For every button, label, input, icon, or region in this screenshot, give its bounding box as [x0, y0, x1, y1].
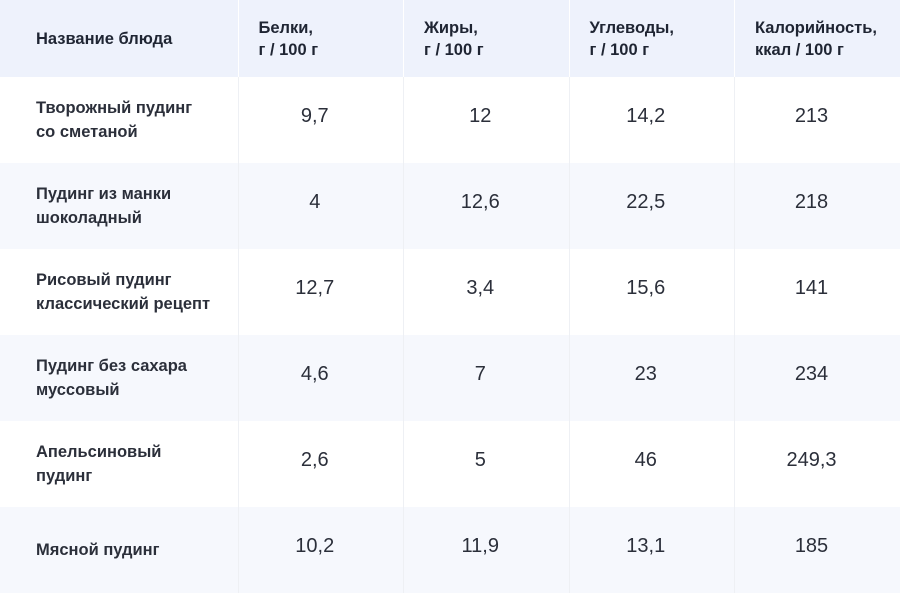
header-fat-unit: г / 100 г: [424, 41, 484, 59]
protein-value: 12,7: [295, 277, 334, 300]
table-row: Пудинг из манки шоколадный 4 12,6 22,5 2…: [0, 163, 900, 249]
header-carbs: Углеводы, г / 100 г: [569, 0, 735, 77]
calories-cell: 185: [735, 507, 900, 593]
fat-cell: 7: [404, 335, 570, 421]
fat-cell: 12,6: [404, 163, 570, 249]
header-carbs-label: Углеводы,: [590, 19, 674, 37]
fat-value: 12: [469, 105, 491, 128]
calories-value: 185: [795, 535, 828, 558]
calories-value: 213: [795, 105, 828, 128]
dish-name-cell: Пудинг без сахара муссовый: [0, 335, 238, 421]
carbs-value: 22,5: [626, 191, 665, 214]
table-row: Апельсиновый пудинг 2,6 5 46 249,3: [0, 421, 900, 507]
fat-value: 5: [475, 449, 486, 472]
dish-name-cell: Пудинг из манки шоколадный: [0, 163, 238, 249]
protein-value: 4: [309, 191, 320, 214]
table-header: Название блюда Белки, г / 100 г Жиры, г …: [0, 0, 900, 77]
calories-value: 218: [795, 191, 828, 214]
header-protein-label: Белки,: [259, 19, 314, 37]
carbs-value: 14,2: [626, 105, 665, 128]
header-calories: Калорийность, ккал / 100 г: [735, 0, 900, 77]
protein-value: 2,6: [301, 449, 329, 472]
protein-value: 4,6: [301, 363, 329, 386]
carbs-cell: 23: [569, 335, 735, 421]
calories-cell: 234: [735, 335, 900, 421]
carbs-cell: 14,2: [569, 77, 735, 163]
fat-cell: 12: [404, 77, 570, 163]
header-fat: Жиры, г / 100 г: [404, 0, 570, 77]
protein-value: 9,7: [301, 105, 329, 128]
fat-value: 12,6: [461, 191, 500, 214]
dish-name-cell: Апельсиновый пудинг: [0, 421, 238, 507]
dish-name-cont: пудинг: [36, 467, 92, 485]
fat-value: 11,9: [462, 535, 499, 558]
dish-name-cell: Мясной пудинг: [0, 507, 238, 593]
protein-cell: 4: [238, 163, 404, 249]
carbs-value: 13,1: [626, 535, 665, 558]
carbs-cell: 13,1: [569, 507, 735, 593]
carbs-value: 23: [635, 363, 657, 386]
dish-name-cont: со сметаной: [36, 123, 138, 141]
table-row: Рисовый пудинг классический рецепт 12,7 …: [0, 249, 900, 335]
protein-cell: 12,7: [238, 249, 404, 335]
calories-value: 234: [795, 363, 828, 386]
fat-cell: 3,4: [404, 249, 570, 335]
dish-name-cont: классический рецепт: [36, 295, 210, 313]
fat-value: 3,4: [466, 277, 494, 300]
header-row: Название блюда Белки, г / 100 г Жиры, г …: [0, 0, 900, 77]
dish-name-cont: муссовый: [36, 381, 120, 399]
protein-value: 10,2: [295, 535, 334, 558]
dish-name: Пудинг без сахара: [36, 357, 187, 375]
calories-cell: 141: [735, 249, 900, 335]
header-carbs-unit: г / 100 г: [590, 41, 650, 59]
dish-name: Рисовый пудинг: [36, 271, 172, 289]
dish-name: Творожный пудинг: [36, 99, 192, 117]
protein-cell: 10,2: [238, 507, 404, 593]
dish-name-cont: шоколадный: [36, 209, 142, 227]
dish-name: Мясной пудинг: [36, 541, 160, 559]
table-row: Мясной пудинг 10,2 11,9 13,1 185: [0, 507, 900, 593]
header-calories-label: Калорийность,: [755, 19, 877, 37]
protein-cell: 2,6: [238, 421, 404, 507]
header-dish-name: Название блюда: [0, 0, 238, 77]
carbs-value: 46: [635, 449, 657, 472]
carbs-cell: 22,5: [569, 163, 735, 249]
carbs-cell: 15,6: [569, 249, 735, 335]
protein-cell: 9,7: [238, 77, 404, 163]
dish-name-cell: Рисовый пудинг классический рецепт: [0, 249, 238, 335]
carbs-cell: 46: [569, 421, 735, 507]
fat-value: 7: [475, 363, 486, 386]
protein-cell: 4,6: [238, 335, 404, 421]
header-calories-unit: ккал / 100 г: [755, 41, 844, 59]
header-dish-name-label: Название блюда: [36, 30, 172, 48]
carbs-value: 15,6: [626, 277, 665, 300]
header-fat-label: Жиры,: [424, 19, 478, 37]
header-protein-unit: г / 100 г: [259, 41, 319, 59]
dish-name: Апельсиновый: [36, 443, 161, 461]
header-protein: Белки, г / 100 г: [238, 0, 404, 77]
calories-value: 249,3: [786, 449, 836, 472]
table-body: Творожный пудинг со сметаной 9,7 12 14,2…: [0, 77, 900, 593]
dish-name-cell: Творожный пудинг со сметаной: [0, 77, 238, 163]
fat-cell: 11,9: [404, 507, 570, 593]
calories-cell: 213: [735, 77, 900, 163]
calories-value: 141: [795, 277, 828, 300]
calories-cell: 249,3: [735, 421, 900, 507]
calories-cell: 218: [735, 163, 900, 249]
dish-name: Пудинг из манки: [36, 185, 171, 203]
fat-cell: 5: [404, 421, 570, 507]
table-row: Пудинг без сахара муссовый 4,6 7 23 234: [0, 335, 900, 421]
table-row: Творожный пудинг со сметаной 9,7 12 14,2…: [0, 77, 900, 163]
